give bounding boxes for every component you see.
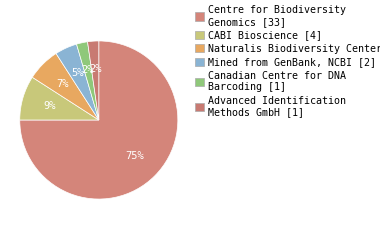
Wedge shape bbox=[32, 54, 99, 120]
Wedge shape bbox=[56, 44, 99, 120]
Text: 9%: 9% bbox=[43, 101, 56, 111]
Text: 2%: 2% bbox=[82, 65, 94, 75]
Text: 7%: 7% bbox=[56, 79, 69, 89]
Wedge shape bbox=[20, 77, 99, 120]
Wedge shape bbox=[76, 42, 99, 120]
Wedge shape bbox=[20, 41, 178, 199]
Text: 5%: 5% bbox=[71, 68, 84, 78]
Text: 75%: 75% bbox=[126, 151, 144, 161]
Text: 2%: 2% bbox=[89, 64, 101, 74]
Wedge shape bbox=[87, 41, 99, 120]
Legend: Centre for Biodiversity
Genomics [33], CABI Bioscience [4], Naturalis Biodiversi: Centre for Biodiversity Genomics [33], C… bbox=[195, 5, 380, 117]
